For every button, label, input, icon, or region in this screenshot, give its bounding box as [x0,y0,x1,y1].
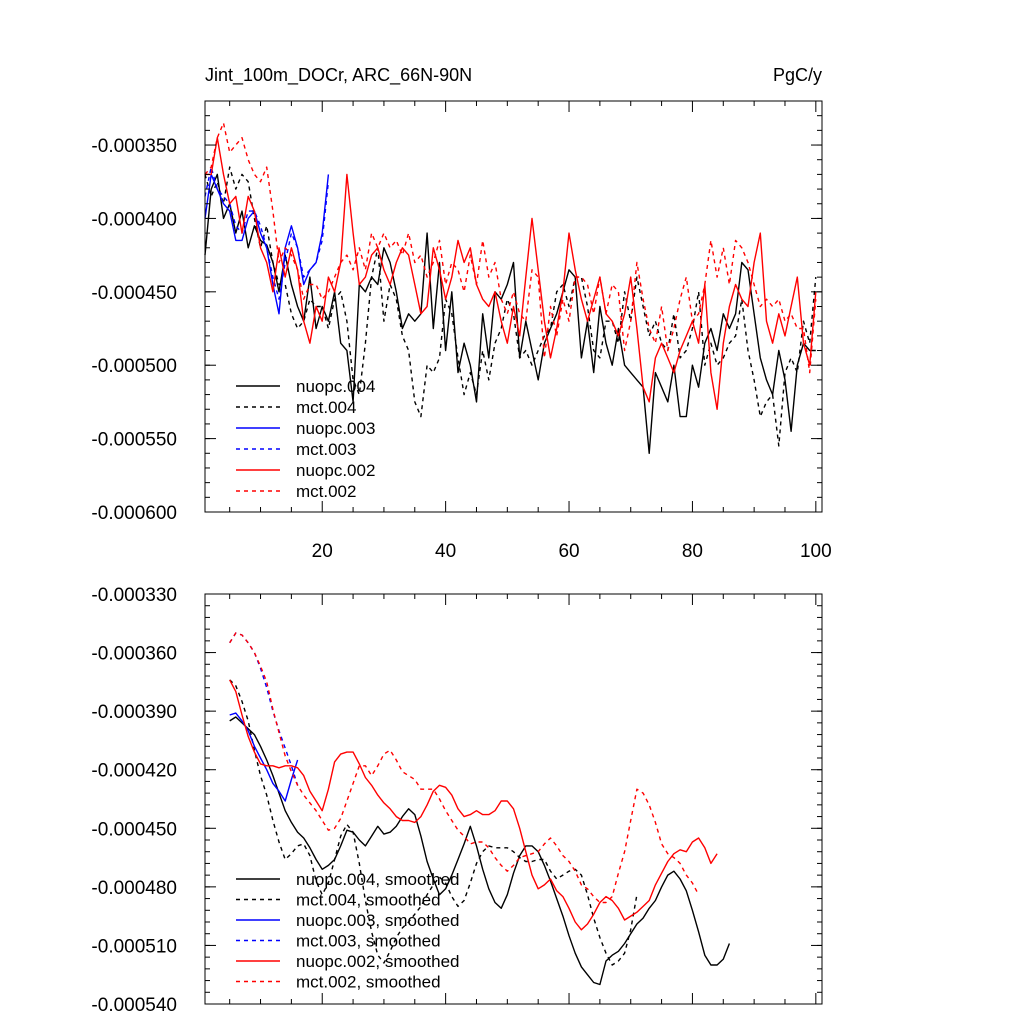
bottom-panel: -0.000330 -0.000360 -0.000390 -0.000420 -0.0… [91,585,823,1016]
x-tick-label: 80 [682,541,703,562]
y-tick-label: -0.000600 [91,503,177,524]
x-tick-label: 20 [312,541,333,562]
series-line-nuopc-002 [205,136,817,410]
y-tick-label: -0.000450 [91,819,177,840]
legend-label: mct.002, smoothed [296,973,441,992]
y-tick-label: -0.000500 [91,356,177,377]
bottom-series-group [229,632,731,986]
legend-label: mct.003 [296,440,356,459]
chart-title: Jint_100m_DOCr, ARC_66N-90N [205,65,472,86]
y-tick-label: -0.000350 [91,136,177,157]
legend-label: mct.002 [296,482,356,501]
legend-label: nuopc.004 [296,377,375,396]
y-tick-label: -0.000510 [91,936,177,957]
legend-label: mct.003, smoothed [296,932,441,951]
top-tick-group: 20 40 60 80 100 -0.000350 -0.000400 -0.000450 -0… [91,100,832,562]
top-legend: nuopc.004 mct.004 nuopc.003 mct.003 nuopc.00… [236,377,375,501]
x-tick-label: 100 [800,541,832,562]
bottom-plot-frame [204,593,823,1005]
chart-units: PgC/y [773,65,822,85]
y-tick-label: -0.000540 [91,995,177,1016]
series-line-mct-002 [204,122,817,374]
bottom-tick-group: -0.000330 -0.000360 -0.000390 -0.000420 -0.0… [91,585,822,1016]
y-tick-label: -0.000550 [91,430,177,451]
y-tick-label: -0.000390 [91,702,177,723]
legend-label: nuopc.003, smoothed [296,911,460,930]
legend-label: nuopc.004, smoothed [296,870,460,889]
y-tick-label: -0.000480 [91,878,177,899]
legend-label: nuopc.003 [296,419,375,438]
legend-label: mct.004, smoothed [296,891,441,910]
y-tick-label: -0.000400 [91,209,177,230]
x-tick-label: 40 [435,541,456,562]
y-tick-label: -0.000450 [91,283,177,304]
series-line-nuopc-003 [204,173,330,315]
series-line-nuopc-004 [204,173,816,454]
x-tick-label: 60 [558,541,579,562]
legend-label: nuopc.002 [296,461,375,480]
series-line-mct-002-smoothed [229,632,700,904]
legend-label: nuopc.002, smoothed [296,952,460,971]
series-line-mct-003 [204,166,330,300]
top-series-group [204,122,817,454]
y-tick-label: -0.000330 [91,585,177,606]
top-panel: Jint_100m_DOCr, ARC_66N-90N PgC/y 20 40 60… [91,65,831,562]
series-line-nuopc-002-smoothed [229,679,718,931]
y-tick-label: -0.000420 [91,761,177,782]
series-line-mct-004-smoothed [229,679,638,966]
series-line-nuopc-003-smoothed [229,712,299,802]
series-line-mct-004 [204,166,817,447]
y-tick-label: -0.000360 [91,644,177,665]
legend-label: mct.004 [296,398,356,417]
